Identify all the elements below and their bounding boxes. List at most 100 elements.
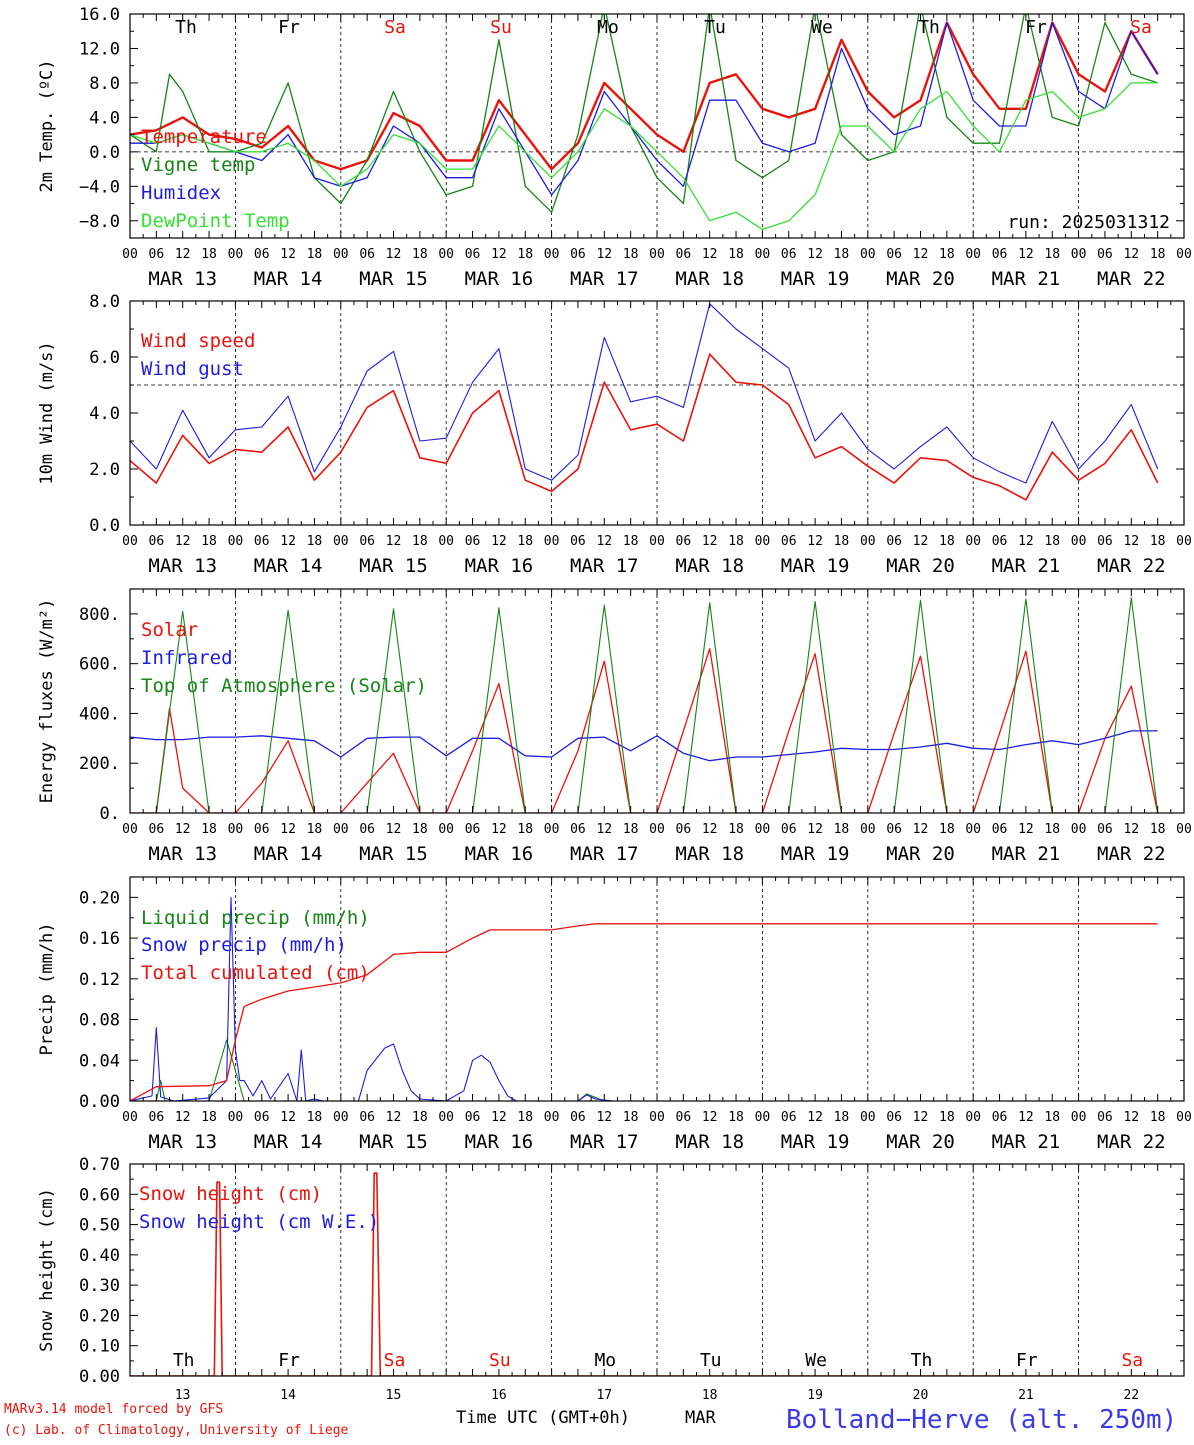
hour-tick-label: 12 (913, 534, 929, 549)
hour-tick-label: 12 (1018, 1110, 1034, 1125)
hour-tick-label: 00 (228, 247, 244, 262)
legend-entry: DewPoint Temp (141, 210, 290, 232)
hour-tick-label: 18 (1044, 247, 1060, 262)
day-label: MAR 19 (781, 555, 850, 577)
day-label: MAR 22 (1097, 268, 1166, 290)
hour-tick-label: 00 (544, 247, 560, 262)
hour-tick-label: 00 (333, 822, 349, 837)
day-number-label: 15 (386, 1388, 402, 1403)
hour-tick-label: 18 (307, 1110, 323, 1125)
hour-tick-label: 12 (386, 534, 402, 549)
hour-tick-label: 18 (834, 822, 850, 837)
hour-tick-label: 18 (412, 1110, 428, 1125)
day-label: MAR 19 (781, 843, 850, 865)
model-credit-line2: (c) Lab. of Climatology, University of L… (4, 1423, 349, 1438)
hour-tick-label: 06 (359, 534, 375, 549)
hour-tick-label: 06 (886, 822, 902, 837)
hour-tick-label: 00 (438, 822, 454, 837)
y-axis-label: Precip (mm/h) (37, 922, 57, 1055)
series-layer (130, 14, 1159, 1376)
day-number-label: 22 (1123, 1388, 1139, 1403)
day-label: MAR 20 (886, 1131, 955, 1153)
station-label: Bolland−Herve (alt. 250m) (786, 1405, 1177, 1435)
legend-entry: Vigne temp (141, 154, 255, 176)
hour-tick-label: 00 (544, 534, 560, 549)
day-label: MAR 15 (359, 843, 428, 865)
hour-tick-label: 12 (175, 534, 191, 549)
hour-tick-label: 12 (702, 822, 718, 837)
day-label: MAR 19 (781, 268, 850, 290)
hour-tick-label: 18 (939, 822, 955, 837)
hour-tick-label: 18 (1044, 534, 1060, 549)
hour-tick-label: 06 (570, 822, 586, 837)
weekday-label: Fr (278, 1350, 300, 1371)
y-tick-label: 0.20 (79, 1306, 120, 1326)
hour-tick-label: 06 (992, 247, 1008, 262)
hour-tick-label: 06 (781, 822, 797, 837)
hour-tick-label: 06 (1097, 1110, 1113, 1125)
weekday-label: Fr (1016, 1350, 1038, 1371)
hour-tick-label: 12 (702, 1110, 718, 1125)
y-tick-label: 8.0 (89, 292, 120, 312)
legend-entry: Wind gust (141, 358, 244, 380)
hour-tick-label: 06 (992, 822, 1008, 837)
weekday-label: Fr (1025, 17, 1047, 38)
legend-entry: Temperature (141, 126, 267, 148)
hour-tick-label: 18 (1044, 1110, 1060, 1125)
weekday-label: Su (489, 1350, 511, 1371)
y-tick-label: 0.60 (79, 1185, 120, 1205)
hour-tick-label: 18 (939, 1110, 955, 1125)
day-label: MAR 22 (1097, 555, 1166, 577)
weekday-label: Tu (700, 1350, 722, 1371)
weekday-label: Th (173, 1350, 195, 1371)
hour-tick-label: 06 (781, 247, 797, 262)
hour-tick-label: 12 (280, 1110, 296, 1125)
hour-tick-label: 00 (860, 534, 876, 549)
day-label: MAR 15 (359, 268, 428, 290)
day-number-label: 18 (702, 1388, 718, 1403)
hour-tick-label: 06 (886, 534, 902, 549)
hour-tick-label: 12 (175, 822, 191, 837)
text-layer: −8.0 −4.0 0.0 4.0 8.0 12.0 16.0 2m Temp. (ºC) Te… (37, 5, 1192, 1403)
weekday-label: Th (918, 17, 940, 38)
hour-tick-label: 18 (1150, 247, 1166, 262)
hour-tick-label: 00 (1176, 247, 1192, 262)
hour-tick-label: 00 (1176, 534, 1192, 549)
hour-tick-label: 12 (386, 1110, 402, 1125)
day-label: MAR 18 (675, 843, 744, 865)
hour-tick-label: 12 (913, 247, 929, 262)
hour-tick-label: 18 (307, 247, 323, 262)
hour-tick-label: 06 (359, 247, 375, 262)
hour-tick-label: 00 (965, 534, 981, 549)
series-line-total-cumulated-cm (130, 923, 1158, 1101)
hour-tick-label: 06 (465, 822, 481, 837)
series-line-liquid-precip-mm-h (130, 1039, 1158, 1101)
hour-tick-label: 12 (702, 534, 718, 549)
day-label: MAR 22 (1097, 1131, 1166, 1153)
hour-tick-label: 18 (1150, 822, 1166, 837)
hour-tick-label: 18 (623, 534, 639, 549)
y-tick-label: 0.0 (89, 516, 120, 536)
day-label: MAR 14 (254, 268, 323, 290)
hour-tick-label: 18 (939, 534, 955, 549)
hour-tick-label: 06 (465, 534, 481, 549)
weekday-label: We (811, 17, 833, 38)
y-tick-label: 0.00 (79, 1367, 120, 1387)
legend-entry: Snow height (cm W.E.) (139, 1211, 379, 1233)
time-axis-label: Time UTC (GMT+0h) (456, 1408, 630, 1428)
hour-tick-label: 12 (1123, 534, 1139, 549)
hour-tick-label: 12 (596, 1110, 612, 1125)
weekday-label: We (805, 1350, 827, 1371)
hour-tick-label: 06 (359, 1110, 375, 1125)
hour-tick-label: 18 (412, 247, 428, 262)
hour-tick-label: 12 (1123, 247, 1139, 262)
y-tick-label: 12.0 (79, 39, 120, 59)
day-number-label: 20 (913, 1388, 929, 1403)
y-axis-label: 2m Temp. (ºC) (37, 59, 57, 192)
legend-entry: Infrared (141, 647, 233, 669)
day-label: MAR 13 (148, 1131, 217, 1153)
day-label: MAR 20 (886, 555, 955, 577)
hour-tick-label: 12 (702, 247, 718, 262)
hour-tick-label: 18 (728, 822, 744, 837)
